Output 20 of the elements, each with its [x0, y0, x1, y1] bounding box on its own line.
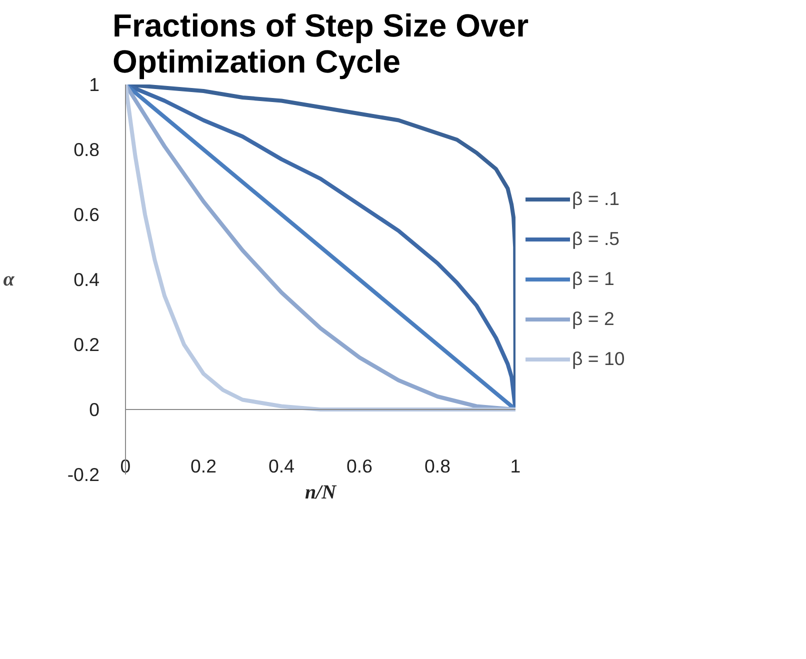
y-tick-label: 0.2 — [74, 334, 100, 355]
y-tick-label: 0.6 — [74, 204, 100, 225]
y-tick-label: 0 — [89, 399, 100, 420]
x-tick-label: 0.2 — [190, 456, 216, 476]
legend-label: β = .5 — [572, 228, 620, 250]
legend-label: β = .1 — [572, 188, 620, 210]
chart-title: Fractions of Step Size Over Optimization Cycle — [112, 8, 529, 80]
x-tick-label: 0.8 — [424, 456, 450, 476]
x-tick-label: 0.4 — [268, 456, 294, 476]
y-tick-label: 1 — [89, 74, 100, 95]
y-tick-label: -0.2 — [67, 464, 100, 485]
y-tick-label: 0.8 — [74, 139, 100, 160]
x-tick-label: 1 — [510, 456, 521, 476]
x-axis-title: n/N — [304, 482, 338, 504]
y-tick-label: 0.4 — [74, 269, 100, 290]
legend-label: β = 2 — [572, 308, 614, 330]
legend-label: β = 1 — [572, 268, 614, 290]
y-axis-title: α — [3, 268, 16, 290]
legend-label: β = 10 — [572, 348, 625, 370]
x-tick-label: 0.6 — [346, 456, 372, 476]
